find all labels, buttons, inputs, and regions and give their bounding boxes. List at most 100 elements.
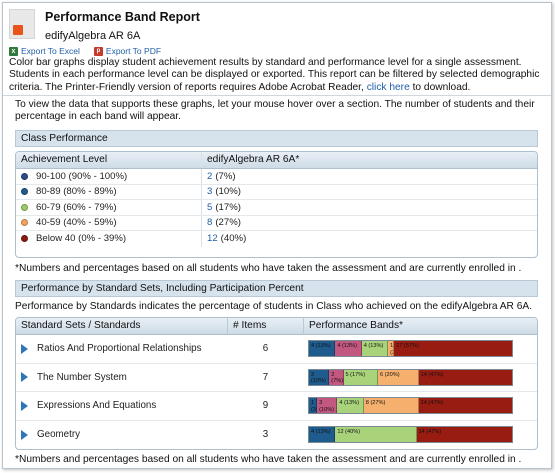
table-row: 60-79 (60% - 79%) 5 (17%): [16, 200, 537, 216]
download-acrobat-link[interactable]: click here: [366, 81, 410, 93]
performance-band-segment[interactable]: 14 (47%): [418, 398, 512, 414]
col-performance-bands: Performance Bands*: [303, 318, 537, 334]
achievement-level-label: 40-59 (40% - 59%): [36, 217, 117, 228]
performance-band-bar: 4 (13%)4 (13%)4 (13%)1 (3%)17 (57%): [308, 340, 513, 358]
class-performance-table-head: Achievement Level edifyAlgebra AR 6A*: [16, 152, 537, 169]
table-row: Ratios And Proportional Relationships 6 4 …: [16, 335, 537, 364]
performance-band-segment[interactable]: 1 (3%): [309, 398, 318, 414]
band-color-icon: [21, 172, 28, 180]
achievement-level-cell: 90-100 (90% - 100%): [16, 169, 201, 184]
standards-section-header: Performance by Standard Sets, Including …: [15, 280, 538, 297]
hover-hint: To view the data that supports these gra…: [15, 99, 535, 123]
performance-band-segment[interactable]: 14 (47%): [418, 369, 512, 385]
performance-band-cell: 4 (13%) 12 (40%) 14 (47%): [303, 426, 537, 444]
band-percent: (10%): [215, 186, 241, 197]
class-performance-header: Class Performance: [15, 130, 538, 147]
achievement-level-label: Below 40 (0% - 39%): [36, 233, 127, 244]
pdf-icon: p: [93, 46, 103, 56]
achievement-level-cell: 80-89 (80% - 89%): [16, 185, 201, 200]
page-title: Performance Band Report: [45, 10, 200, 24]
performance-band-cell: 3 (10%) 2 (7%) 5 (17%) 6 (20%) 14 (47%): [303, 368, 537, 386]
report-frame: Performance Band Report edifyAlgebra AR …: [2, 2, 552, 469]
performance-band-cell: 1 (3%)3 (10%)4 (13%)8 (27%)14 (47%): [303, 397, 537, 415]
achievement-level-cell: 60-79 (60% - 79%): [16, 200, 201, 215]
achievement-level-label: 80-89 (80% - 89%): [36, 186, 117, 197]
performance-band-segment[interactable]: 4 (13%): [309, 427, 336, 443]
performance-band-bar: 4 (13%) 12 (40%) 14 (47%): [308, 426, 513, 444]
standard-set-name: The Number System: [37, 371, 127, 383]
band-count-cell: 8 (27%): [201, 215, 537, 230]
export-excel-label: Export To Excel: [21, 46, 80, 56]
report-logo-icon: [9, 9, 35, 39]
achievement-level-label: 90-100 (90% - 100%): [36, 170, 128, 182]
table-row: Geometry 3 4 (13%) 12 (40%) 14 (47%): [16, 421, 537, 450]
performance-band-segment[interactable]: 14 (47%): [416, 427, 512, 443]
table-row: 80-89 (80% - 89%) 3 (10%): [16, 184, 537, 200]
item-count: 6: [262, 343, 269, 355]
standards-footnote: *Numbers and percentages based on all st…: [15, 454, 522, 465]
standard-set-toggle[interactable]: Ratios And Proportional Relationships: [16, 343, 227, 354]
band-count-link[interactable]: 2: [207, 170, 213, 182]
class-performance-table: Achievement Level edifyAlgebra AR 6A* 90…: [15, 151, 538, 258]
col-assessment: edifyAlgebra AR 6A*: [201, 152, 537, 168]
col-standard-sets: Standard Sets / Standards: [21, 320, 141, 331]
table-row: 90-100 (90% - 100%) 2 (7%): [16, 169, 537, 185]
performance-band-bar: 3 (10%) 2 (7%) 5 (17%) 6 (20%) 14 (47%): [308, 368, 513, 386]
item-count: 3: [262, 429, 269, 441]
band-percent: (40%): [220, 233, 247, 244]
band-percent: (17%): [215, 201, 241, 213]
standards-table: Standard Sets / Standards # Items Perfor…: [15, 317, 538, 450]
performance-band-segment[interactable]: 1 (3%): [388, 341, 395, 357]
performance-band-segment[interactable]: 17 (57%): [394, 341, 512, 357]
performance-band-segment[interactable]: 4 (13%): [309, 341, 336, 357]
achievement-level-label: 60-79 (60% - 79%): [36, 201, 117, 213]
standard-set-toggle[interactable]: The Number System: [16, 372, 227, 383]
performance-band-segment[interactable]: 4 (13%): [335, 341, 362, 357]
performance-band-segment[interactable]: 3 (10%): [317, 398, 338, 414]
col-achievement-level: Achievement Level: [21, 154, 108, 165]
export-excel-link[interactable]: x Export To Excel: [9, 46, 80, 56]
band-color-icon: [21, 235, 28, 243]
performance-band-cell: 4 (13%)4 (13%)4 (13%)1 (3%)17 (57%): [303, 340, 537, 358]
band-count-cell: 12 (40%): [201, 231, 537, 247]
band-count-cell: 5 (17%): [201, 200, 537, 215]
performance-band-segment[interactable]: 2 (7%): [329, 369, 344, 385]
standard-set-toggle[interactable]: Geometry: [16, 429, 227, 440]
performance-band-segment[interactable]: 8 (27%): [363, 398, 419, 414]
band-count-cell: 2 (7%): [201, 169, 537, 184]
report-description: Color bar graphs display student achieve…: [9, 57, 549, 94]
standards-table-head: Standard Sets / Standards # Items Perfor…: [16, 318, 537, 335]
assessment-subtitle: edifyAlgebra AR 6A: [45, 30, 141, 42]
table-row: The Number System 7 3 (10%) 2 (7%) 5 (17%) 6 …: [16, 364, 537, 392]
performance-band-segment[interactable]: 4 (13%): [361, 341, 389, 357]
expand-triangle-icon: [21, 343, 28, 354]
table-row: Below 40 (0% - 39%) 12 (40%): [16, 231, 537, 247]
table-row: Expressions And Equations 9 1 (3%)3 (10%)4…: [16, 392, 537, 421]
band-count-link[interactable]: 12: [207, 233, 218, 244]
performance-band-segment[interactable]: 12 (40%): [335, 427, 417, 443]
expand-triangle-icon: [21, 400, 28, 411]
export-pdf-link[interactable]: p Export To PDF: [93, 46, 161, 56]
band-count-link[interactable]: 5: [207, 201, 213, 213]
performance-band-segment[interactable]: 3 (10%): [309, 369, 330, 385]
performance-band-segment[interactable]: 5 (17%): [343, 369, 378, 385]
achievement-level-cell: 40-59 (40% - 59%): [16, 216, 201, 231]
band-percent: (27%): [215, 217, 241, 228]
standard-set-toggle[interactable]: Expressions And Equations: [16, 400, 227, 411]
excel-icon: x: [9, 46, 18, 56]
report-header: Performance Band Report edifyAlgebra AR …: [3, 3, 551, 96]
standard-set-name: Ratios And Proportional Relationships: [37, 343, 202, 355]
band-count-link[interactable]: 8: [207, 217, 213, 228]
expand-triangle-icon: [21, 429, 28, 440]
band-color-icon: [21, 203, 28, 211]
class-performance-footnote: *Numbers and percentages based on all st…: [15, 263, 522, 274]
standards-intro: Performance by Standards indicates the p…: [15, 301, 533, 312]
performance-band-segment[interactable]: 4 (13%): [337, 398, 364, 414]
band-color-icon: [21, 219, 28, 227]
performance-band-segment[interactable]: 6 (20%): [378, 369, 419, 385]
expand-triangle-icon: [21, 372, 28, 383]
standard-set-name: Geometry: [37, 429, 81, 441]
performance-band-bar: 1 (3%)3 (10%)4 (13%)8 (27%)14 (47%): [308, 397, 513, 415]
table-row: 40-59 (40% - 59%) 8 (27%): [16, 215, 537, 231]
band-count-link[interactable]: 3: [207, 186, 213, 197]
